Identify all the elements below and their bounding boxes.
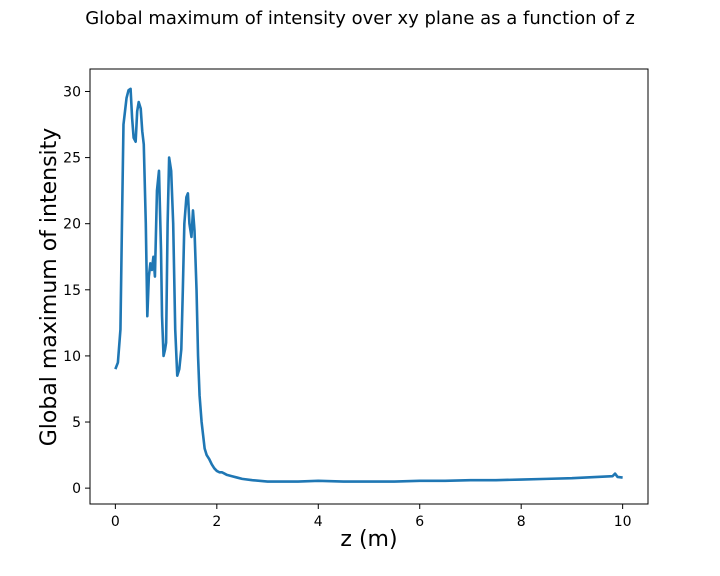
axis-ticks: 0 2 4 6 8 10 0 5 10 15 20 25 30 (63, 84, 631, 530)
y-tick-label: 20 (63, 217, 81, 233)
x-tick-label: 2 (212, 514, 221, 530)
plot-area (114, 87, 623, 483)
plot-frame (89, 68, 649, 505)
y-tick-label: 5 (72, 415, 81, 431)
y-tick-label: 15 (63, 283, 81, 299)
series-line (114, 87, 623, 483)
figure-title: Global maximum of intensity over xy plan… (85, 8, 635, 29)
x-tick-label: 4 (314, 514, 323, 530)
x-tick-label: 0 (111, 514, 120, 530)
y-tick-label: 25 (63, 151, 81, 167)
y-tick-label: 30 (63, 84, 81, 100)
y-axis-label: Global maximum of intensity (37, 128, 62, 447)
x-axis-label: z (m) (340, 527, 397, 552)
x-tick-label: 10 (614, 514, 632, 530)
x-tick-label: 6 (415, 514, 424, 530)
y-tick-label: 10 (63, 349, 81, 365)
y-tick-label: 0 (72, 481, 81, 497)
x-tick-label: 8 (517, 514, 526, 530)
